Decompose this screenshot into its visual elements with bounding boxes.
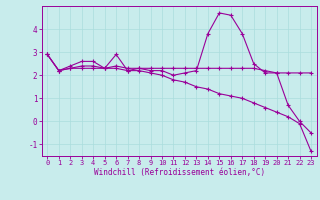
X-axis label: Windchill (Refroidissement éolien,°C): Windchill (Refroidissement éolien,°C) — [94, 168, 265, 177]
